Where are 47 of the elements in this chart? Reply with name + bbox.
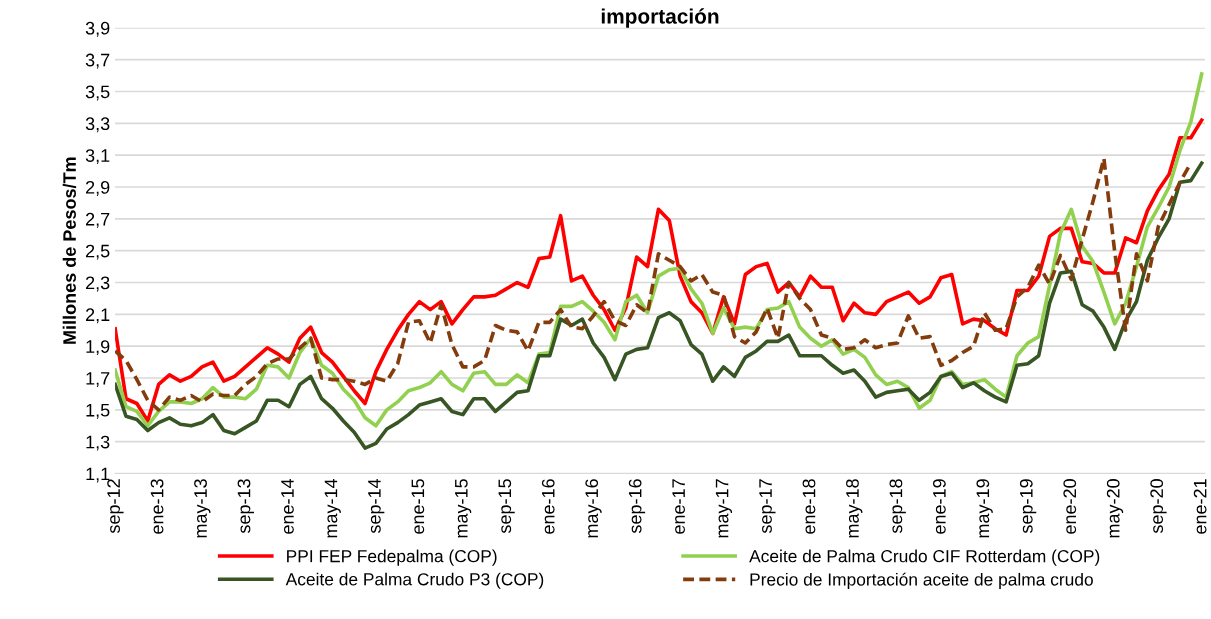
y-tick-label: 1,3	[86, 435, 110, 451]
y-tick-label: 3,5	[85, 85, 110, 101]
line-series	[115, 161, 1204, 450]
x-tick-label: ene-21	[1193, 479, 1207, 534]
x-tick-label: ene-16	[541, 479, 555, 534]
x-tick-label: may-18	[846, 479, 863, 538]
x-tick-label: sep-19	[1019, 479, 1037, 534]
x-tick-label: ene-13	[150, 479, 164, 534]
x-tick-label: ene-19	[932, 479, 946, 534]
y-tick-label: 2,5	[86, 244, 110, 260]
x-tick-label: sep-17	[759, 479, 776, 534]
y-tick-label: 2,1	[86, 308, 110, 324]
legend-label: Aceite de Palma Crudo CIF Rotterdam (COP)	[749, 549, 1100, 566]
y-tick-label: 3,3	[85, 117, 110, 133]
chart-title: importación	[601, 8, 719, 28]
x-tick-label: ene-20	[1063, 479, 1077, 534]
y-tick-label: 2,9	[86, 180, 110, 196]
y-tick-label: 3,1	[85, 149, 110, 165]
y-tick-label: 3,9	[85, 21, 110, 37]
x-tick-label: sep-18	[889, 479, 906, 534]
x-tick-label: ene-15	[411, 479, 425, 534]
y-tick-label: 2,7	[86, 212, 110, 228]
legend-label: PPI FEP Fedepalma (COP)	[287, 549, 497, 566]
x-tick-label: ene-14	[281, 478, 294, 534]
y-tick-label: 1,7	[86, 372, 110, 387]
y-tick-label: 1,5	[86, 403, 110, 419]
x-tick-label: sep-14	[368, 478, 385, 534]
line-series	[115, 156, 1193, 412]
x-tick-label: sep-15	[498, 479, 515, 534]
x-tick-label: may-14	[324, 478, 341, 538]
x-tick-label: sep-16	[628, 479, 646, 534]
y-tick-label: 2,3	[86, 276, 110, 292]
x-tick-label: sep-13	[237, 479, 254, 534]
x-tick-label: may-13	[194, 479, 211, 538]
x-tick-label: may-16	[585, 479, 602, 538]
legend-label: Precio de Importación aceite de palma crudo	[750, 572, 1093, 590]
x-tick-label: may-20	[1106, 479, 1124, 538]
x-tick-label: ene-18	[802, 479, 816, 534]
x-tick-label: may-19	[976, 479, 993, 538]
y-axis-title: Millones de Pesos/Tm	[62, 157, 77, 344]
x-tick-label: may-17	[715, 479, 733, 538]
x-tick-label: sep-20	[1150, 479, 1167, 534]
x-tick-label: ene-17	[672, 479, 685, 534]
x-tick-label: may-15	[455, 479, 472, 538]
legend-label: Aceite de Palma Crudo P3 (COP)	[285, 572, 544, 589]
y-tick-label: 3,7	[85, 53, 110, 69]
y-tick-label: 1,9	[86, 340, 110, 356]
